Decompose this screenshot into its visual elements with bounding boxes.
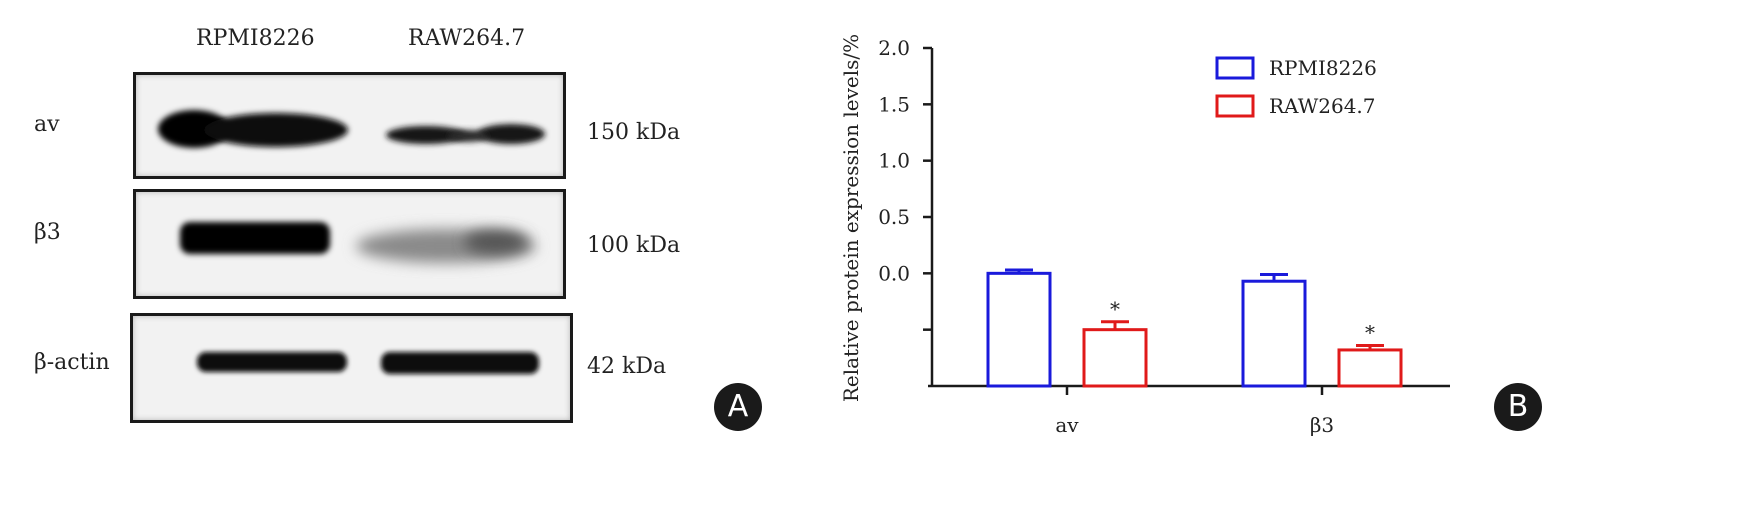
x-tick-label: av [1055, 413, 1079, 437]
y-tick-label: 1.5 [878, 92, 910, 116]
bar [1082, 328, 1148, 388]
panel-badge-a: A [714, 383, 762, 431]
blot-beta-actin-bands [197, 352, 539, 374]
band-av-rpmi [204, 113, 348, 147]
blot-beta3-bands [180, 222, 536, 263]
legend-swatch [1215, 94, 1255, 118]
y-tick-label: 1.0 [878, 149, 910, 173]
significance-marker: * [1110, 297, 1120, 321]
row-label-av: av [34, 112, 60, 137]
row-label-beta3: β3 [34, 220, 61, 245]
y-tick-label: 2.0 [878, 36, 910, 60]
blot-beta-actin [130, 313, 573, 423]
legend-label: RAW264.7 [1269, 94, 1376, 118]
band-av-raw-mid [448, 130, 488, 142]
significance-marker: * [1365, 320, 1375, 344]
blot-beta3 [133, 189, 566, 299]
chart-bars: ** [986, 268, 1403, 388]
band-av-raw-left [386, 126, 466, 144]
kda-beta3: 100 kDa [587, 233, 681, 258]
kda-beta-actin: 42 kDa [587, 354, 667, 379]
panel-badge-b: B [1494, 383, 1542, 431]
band-beta3-raw-dense [464, 230, 528, 254]
band-beta3-rpmi [180, 222, 330, 254]
legend-swatch [1215, 56, 1255, 80]
bar [986, 271, 1052, 388]
bar [1241, 279, 1307, 388]
band-actin-raw [381, 352, 539, 374]
band-av-raw-right [477, 124, 545, 144]
x-tick-label: β3 [1310, 413, 1334, 437]
band-av-rpmi-left [158, 110, 230, 148]
legend-label: RPMI8226 [1269, 56, 1377, 80]
row-label-beta-actin: β-actin [34, 350, 110, 375]
y-tick-label: 0.5 [878, 205, 910, 229]
band-actin-rpmi [197, 352, 347, 372]
kda-av: 150 kDa [587, 120, 681, 145]
lane-label-rpmi8226: RPMI8226 [196, 26, 315, 51]
lane-label-raw2647: RAW264.7 [408, 26, 526, 51]
y-axis-label: Relative protein expression levels/% [839, 34, 863, 402]
chart-legend: RPMI8226 RAW264.7 [1215, 56, 1377, 118]
bar [1337, 348, 1403, 388]
blot-av-bands [158, 110, 545, 148]
y-tick-label: 0.0 [878, 261, 910, 285]
blot-av [133, 72, 566, 179]
